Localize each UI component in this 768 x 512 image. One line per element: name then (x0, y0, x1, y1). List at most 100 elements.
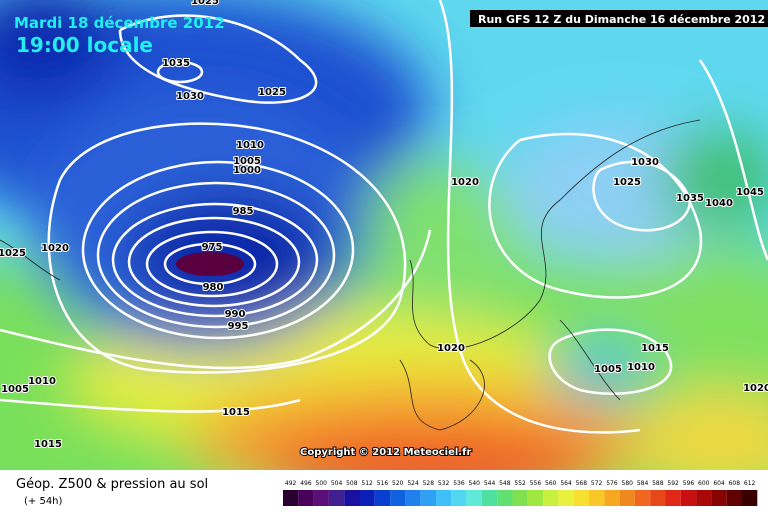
isobar-label: 1025 (0, 248, 26, 259)
isobar-label: 1005 (594, 364, 622, 375)
scale-swatch (283, 490, 299, 506)
forecast-date: Mardi 18 décembre 2012 (14, 14, 225, 32)
scale-label: 564 (560, 480, 572, 487)
scale-swatch (696, 490, 712, 506)
isobar-label: 985 (233, 206, 254, 217)
scale-swatch (313, 490, 329, 506)
isobar-label: 1000 (233, 165, 261, 176)
isobar-label: 1020 (437, 343, 465, 354)
isobar-label: 995 (228, 321, 249, 332)
scale-swatch (742, 490, 758, 506)
scale-label: 572 (591, 480, 603, 487)
scale-swatch (344, 490, 360, 506)
scale-swatch (405, 490, 421, 506)
scale-label: 556 (530, 480, 542, 487)
scale-label: 588 (652, 480, 664, 487)
legend-lead: (+ 54h) (24, 496, 63, 507)
scale-label: 496 (300, 480, 312, 487)
scale-label: 576 (606, 480, 618, 487)
isobar-label: 1015 (34, 439, 62, 450)
scale-swatch (726, 490, 742, 506)
scale-swatch (512, 490, 528, 506)
scale-label: 540 (469, 480, 481, 487)
scale-label: 612 (744, 480, 756, 487)
scale-swatch (374, 490, 391, 506)
scale-label: 584 (637, 480, 649, 487)
isobar-label: 1030 (631, 157, 659, 168)
scale-swatch (634, 490, 651, 506)
isobar-label: 990 (225, 309, 246, 320)
scale-swatch (390, 490, 406, 506)
scale-swatch (497, 490, 513, 506)
scale-swatch (451, 490, 467, 506)
scale-label: 492 (285, 480, 297, 487)
scale-swatch (481, 490, 498, 506)
scale-swatch (543, 490, 559, 506)
scale-swatch (711, 490, 727, 506)
scale-label: 580 (622, 480, 634, 487)
isobar-label: 1045 (736, 187, 764, 198)
scale-label: 504 (331, 480, 343, 487)
scale-label: 508 (346, 480, 358, 487)
run-banner (470, 10, 768, 27)
scale-label: 552 (514, 480, 526, 487)
isobar-label: 980 (203, 282, 224, 293)
scale-label: 592 (667, 480, 679, 487)
scale-label: 568 (576, 480, 588, 487)
isobar-label: 1020 (451, 177, 479, 188)
isobar-label: 1025 (258, 87, 286, 98)
scale-swatch (527, 490, 544, 506)
scale-swatch (619, 490, 635, 506)
scale-swatch (359, 490, 375, 506)
scale-swatch (680, 490, 697, 506)
isobar-label: 1010 (627, 362, 655, 373)
scale-swatch (650, 490, 666, 506)
isobar-label: 1025 (613, 177, 641, 188)
isobar-label: 1025 (191, 0, 219, 7)
scale-swatch (328, 490, 345, 506)
scale-label: 544 (484, 480, 496, 487)
scale-swatch (298, 490, 314, 506)
isobar-label: 1015 (222, 407, 250, 418)
isobar-label: 1005 (1, 384, 29, 395)
scale-swatch (420, 490, 436, 506)
color-scale: 492 496 500 504 508 512 516 520 524 528 532 536 540 5… (283, 480, 758, 506)
isobar-label: 975 (202, 242, 223, 253)
scale-label: 600 (698, 480, 710, 487)
coastlines (0, 119, 701, 431)
forecast-time: 19:00 locale (16, 33, 153, 57)
isobars (0, 0, 768, 434)
scale-label: 596 (683, 480, 695, 487)
scale-label: 532 (438, 480, 450, 487)
scale-swatch (573, 490, 589, 506)
scale-swatch (466, 490, 482, 506)
isobar-label: 1015 (641, 343, 669, 354)
scale-label: 560 (545, 480, 557, 487)
scale-label: 524 (407, 480, 419, 487)
isobar-label: 1005 (233, 156, 261, 167)
scale-swatch (604, 490, 620, 506)
isobar-label: 1035 (162, 58, 190, 69)
legend-title: Géop. Z500 & pression au sol (16, 477, 208, 492)
scale-label: 536 (453, 480, 465, 487)
scale-label: 520 (392, 480, 404, 487)
isobar-label: 1010 (236, 140, 264, 151)
isobar-label: 1020 (743, 383, 768, 394)
scale-label: 516 (377, 480, 389, 487)
scale-label: 608 (729, 480, 741, 487)
copyright: Copyright © 2012 Meteociel.fr (300, 447, 471, 458)
scale-label: 500 (316, 480, 328, 487)
run-info: Run GFS 12 Z du Dimanche 16 décembre 201… (478, 13, 765, 26)
scale-label: 548 (499, 480, 511, 487)
scale-swatch (589, 490, 605, 506)
scale-label: 512 (361, 480, 373, 487)
isobar-label: 1040 (705, 198, 733, 209)
isobar-label: 1010 (28, 376, 56, 387)
scale-label: 528 (423, 480, 435, 487)
isobar-label: 1030 (176, 91, 204, 102)
scale-label: 604 (713, 480, 725, 487)
scale-swatch (665, 490, 681, 506)
